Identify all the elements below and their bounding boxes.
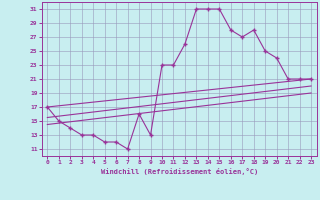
X-axis label: Windchill (Refroidissement éolien,°C): Windchill (Refroidissement éolien,°C)	[100, 168, 258, 175]
